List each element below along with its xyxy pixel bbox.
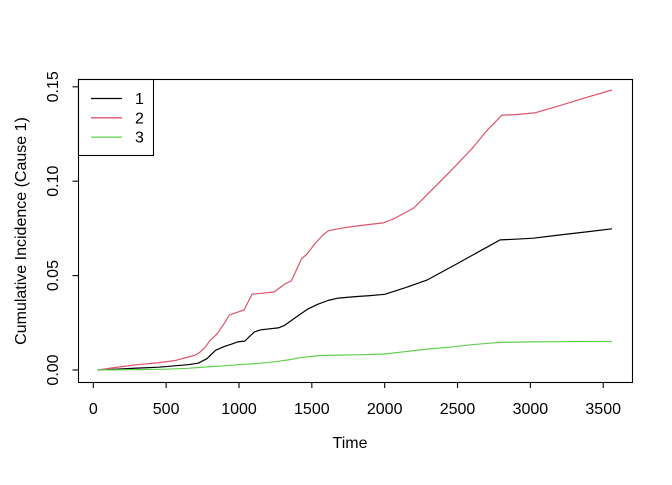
series-line-2 bbox=[97, 89, 613, 371]
series-line-3 bbox=[97, 340, 612, 371]
legend-entry-label: 1 bbox=[135, 91, 144, 108]
legend-entry-label: 3 bbox=[135, 130, 144, 147]
plot-box bbox=[77, 78, 634, 384]
y-tick-label: 0.05 bbox=[45, 260, 62, 291]
x-tick-label: 1000 bbox=[221, 401, 257, 418]
y-tick-label: 0.15 bbox=[45, 71, 62, 102]
x-tick-label: 1500 bbox=[294, 401, 330, 418]
x-tick-label: 2500 bbox=[440, 401, 476, 418]
x-tick-label: 3000 bbox=[513, 401, 549, 418]
y-tick-label: 0.00 bbox=[45, 354, 62, 385]
x-tick-label: 2000 bbox=[367, 401, 403, 418]
x-tick-label: 500 bbox=[153, 401, 180, 418]
y-axis-title: Cumulative Incidence (Cause 1) bbox=[13, 117, 30, 345]
series-line-1 bbox=[97, 228, 613, 371]
legend-entry-label: 2 bbox=[135, 110, 144, 127]
x-axis-title: Time bbox=[333, 435, 368, 452]
x-tick-label: 3500 bbox=[585, 401, 621, 418]
x-tick-label: 0 bbox=[89, 401, 98, 418]
y-tick-label: 0.10 bbox=[45, 166, 62, 197]
